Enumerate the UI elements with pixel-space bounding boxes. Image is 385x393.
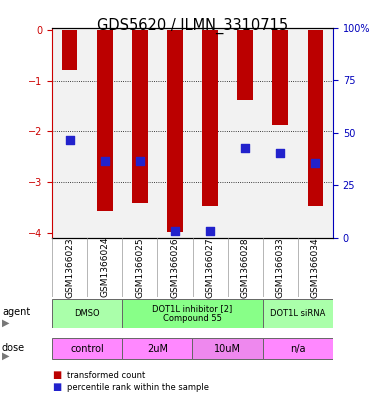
- Bar: [62, 30, 77, 70]
- Text: dose: dose: [2, 343, 25, 353]
- Text: DOT1L inhibitor [2]
Compound 55: DOT1L inhibitor [2] Compound 55: [152, 304, 233, 323]
- Point: [67, 137, 73, 143]
- Text: GSM1366033: GSM1366033: [276, 237, 285, 298]
- Bar: [202, 30, 218, 206]
- Text: GSM1366024: GSM1366024: [100, 237, 109, 298]
- Text: transformed count: transformed count: [67, 371, 146, 380]
- FancyBboxPatch shape: [52, 299, 122, 328]
- Point: [277, 149, 283, 156]
- Point: [102, 158, 108, 164]
- Point: [207, 228, 213, 234]
- FancyBboxPatch shape: [52, 338, 122, 359]
- Text: ▶: ▶: [2, 318, 9, 328]
- Text: DMSO: DMSO: [74, 309, 100, 318]
- Text: GSM1366034: GSM1366034: [311, 237, 320, 298]
- Text: GSM1366023: GSM1366023: [65, 237, 74, 298]
- Point: [172, 228, 178, 234]
- Text: GSM1366025: GSM1366025: [135, 237, 144, 298]
- Point: [242, 145, 248, 151]
- FancyBboxPatch shape: [263, 338, 333, 359]
- Text: GSM1366026: GSM1366026: [171, 237, 179, 298]
- Bar: [273, 30, 288, 125]
- Bar: [308, 30, 323, 206]
- Bar: [97, 30, 112, 211]
- FancyBboxPatch shape: [122, 299, 263, 328]
- Text: ■: ■: [52, 370, 61, 380]
- Point: [312, 160, 318, 166]
- Bar: [167, 30, 183, 232]
- Bar: [132, 30, 148, 203]
- Text: 10uM: 10uM: [214, 344, 241, 354]
- Text: percentile rank within the sample: percentile rank within the sample: [67, 383, 209, 391]
- FancyBboxPatch shape: [263, 299, 333, 328]
- Text: 2uM: 2uM: [147, 344, 168, 354]
- Text: n/a: n/a: [290, 344, 306, 354]
- Text: GSM1366028: GSM1366028: [241, 237, 250, 298]
- FancyBboxPatch shape: [122, 338, 192, 359]
- Bar: [237, 30, 253, 100]
- Text: GSM1366027: GSM1366027: [206, 237, 214, 298]
- Text: GDS5620 / ILMN_3310715: GDS5620 / ILMN_3310715: [97, 18, 288, 34]
- Text: DOT1L siRNA: DOT1L siRNA: [270, 309, 326, 318]
- Text: control: control: [70, 344, 104, 354]
- FancyBboxPatch shape: [192, 338, 263, 359]
- Text: ■: ■: [52, 382, 61, 392]
- Text: agent: agent: [2, 307, 30, 317]
- Text: ▶: ▶: [2, 351, 9, 361]
- Point: [137, 158, 143, 164]
